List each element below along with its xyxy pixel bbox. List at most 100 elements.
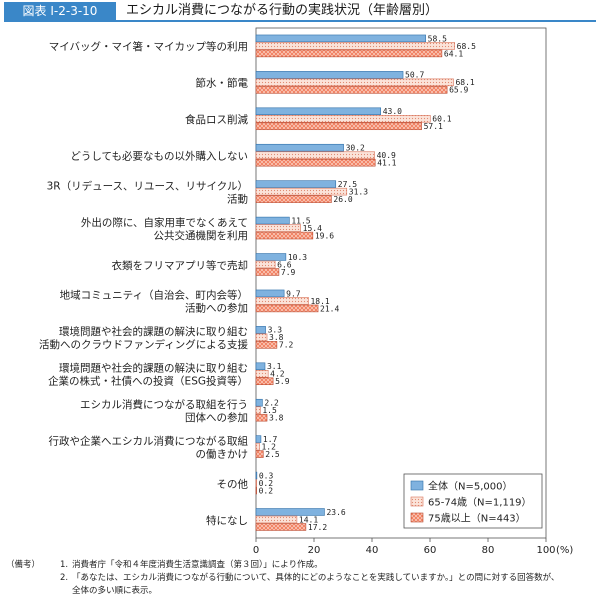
bar	[255, 297, 309, 305]
bar	[255, 268, 280, 276]
data-label: 26.0	[333, 195, 352, 204]
bar	[255, 143, 344, 152]
data-label: 18.1	[310, 297, 329, 306]
data-label: 7.9	[281, 268, 296, 277]
category-label: 環境問題や社会的課題の解決に取り組む	[59, 362, 248, 375]
note-row-2: 2. 「あなたは、エシカル消費につながる行動について、具体的にどのようなことを実…	[6, 572, 596, 585]
bar	[255, 377, 274, 386]
legend-label: 75歳以上（N=443）	[428, 513, 526, 525]
category-label: 活動へのクラウドファンディングによる支援	[39, 338, 248, 351]
data-label: 41.1	[377, 159, 396, 168]
header-rule	[4, 20, 596, 22]
data-label: 3.8	[269, 333, 284, 342]
category-label: 衣類をフリマアプリ等で売却	[112, 259, 249, 272]
figure-title: エシカル消費につながる行動の実践状況（年齢層別）	[126, 3, 439, 18]
category-label: 地域コミュニティ（自治会、町内会等）	[60, 289, 248, 302]
bar	[255, 224, 301, 232]
data-label: 0.2	[259, 479, 274, 488]
note-number-1: 1.	[60, 560, 69, 570]
bar	[255, 398, 263, 407]
bar	[255, 508, 325, 516]
bar	[255, 180, 337, 188]
bar	[255, 253, 287, 261]
category-label: 外出の際に、自家用車でなくあえて	[81, 216, 248, 229]
bar	[255, 151, 375, 159]
note-text-1: 消費者庁「令和４年度消費生活意識調査（第３回）」により作成。	[72, 560, 323, 570]
data-label: 10.3	[288, 253, 307, 262]
data-label: 9.7	[286, 289, 301, 298]
category-label: 団体への参加	[185, 411, 248, 424]
bar	[255, 370, 269, 378]
bars	[255, 34, 455, 531]
data-label: 65.9	[449, 86, 468, 95]
bar	[255, 78, 454, 87]
data-label: 3.3	[268, 326, 283, 335]
bar	[255, 479, 257, 487]
data-label: 57.1	[424, 122, 443, 131]
bar	[255, 231, 314, 240]
data-label: 11.5	[291, 216, 310, 225]
legend-swatch	[410, 512, 424, 523]
category-label: 特になし	[206, 515, 248, 527]
notes: （備考） 1. 消費者庁「令和４年度消費生活意識調査（第３回）」により作成。 2…	[6, 559, 596, 598]
data-label: 1.7	[263, 435, 278, 444]
data-label: 15.4	[303, 224, 322, 233]
bar	[255, 260, 276, 269]
legend-swatch	[410, 496, 424, 507]
bar	[255, 107, 381, 116]
note-text-2-cont: 全体の多い順に表示。	[72, 586, 158, 596]
value-labels: 58.5 68.564.1 50.7 68.165.9 43.0 60.157.1 30.2…	[259, 34, 476, 532]
bar	[255, 34, 426, 43]
bar	[255, 442, 260, 451]
bar	[255, 406, 261, 414]
bar	[255, 216, 290, 225]
category-label: マイバッグ・マイ箸・マイカップ等の利用	[49, 40, 248, 53]
bar	[255, 122, 422, 131]
legend-label: 65-74歳（N=1,119）	[428, 497, 532, 509]
bar	[255, 362, 266, 371]
x-tick-label: 40	[366, 545, 379, 556]
category-label: 行政や企業へエシカル消費につながる取組	[49, 434, 249, 447]
data-label: 1.2	[261, 442, 276, 451]
bar	[255, 289, 285, 298]
bar	[255, 304, 319, 313]
data-label: 3.1	[267, 362, 282, 371]
legend: 全体（N=5,000） 65-74歳（N=1,119） 75歳以上（N=443）	[403, 473, 543, 529]
note-row-1: （備考） 1. 消費者庁「令和４年度消費生活意識調査（第３回）」により作成。	[6, 559, 596, 572]
category-label: 3R（リデュース、リユース、リサイクル）	[47, 179, 248, 192]
notes-label: （備考）	[6, 560, 41, 570]
plot-frame	[255, 27, 547, 539]
data-label: 19.6	[315, 231, 334, 240]
category-label: 公共交通機関を利用	[154, 229, 249, 242]
data-label: 0.2	[259, 486, 274, 495]
legend-swatch	[410, 480, 424, 491]
note-row-3: 全体の多い順に表示。	[6, 585, 596, 598]
category-label: 食品ロス削減	[185, 113, 248, 126]
figure-number-badge: 図表 I-2-3-10	[4, 2, 116, 20]
category-label: その他	[217, 477, 249, 490]
data-label: 58.5	[428, 34, 447, 43]
data-label: 64.1	[444, 49, 463, 58]
data-label: 4.2	[270, 370, 285, 379]
bar	[255, 71, 404, 79]
x-axis: 0 20 40 60 80 100 (%)	[253, 538, 573, 556]
bar	[255, 450, 264, 458]
data-label: 43.0	[383, 107, 402, 116]
data-label: 27.5	[338, 180, 357, 189]
figure-header: 図表 I-2-3-10 エシカル消費につながる行動の実践状況（年齢層別）	[0, 0, 600, 22]
data-label: 14.1	[299, 515, 318, 524]
bar	[255, 195, 332, 203]
bar	[255, 42, 455, 50]
data-label: 40.9	[377, 151, 396, 160]
bar	[255, 471, 258, 480]
category-labels: マイバッグ・マイ箸・マイカップ等の利用節水・節電食品ロス削減どうしても必要なもの…	[39, 40, 248, 527]
data-label: 31.3	[349, 187, 368, 196]
bar	[255, 115, 431, 123]
category-label: どうしても必要なもの以外購入しない	[70, 150, 248, 163]
bar	[255, 515, 298, 524]
note-number-2: 2.	[60, 573, 69, 583]
note-text-2: 「あなたは、エシカル消費につながる行動について、具体的にどのようなことを実践して…	[72, 573, 560, 583]
category-label: 活動への参加	[185, 302, 248, 315]
category-label: エシカル消費につながる取組を行う	[80, 398, 248, 411]
data-label: 7.2	[279, 341, 294, 350]
